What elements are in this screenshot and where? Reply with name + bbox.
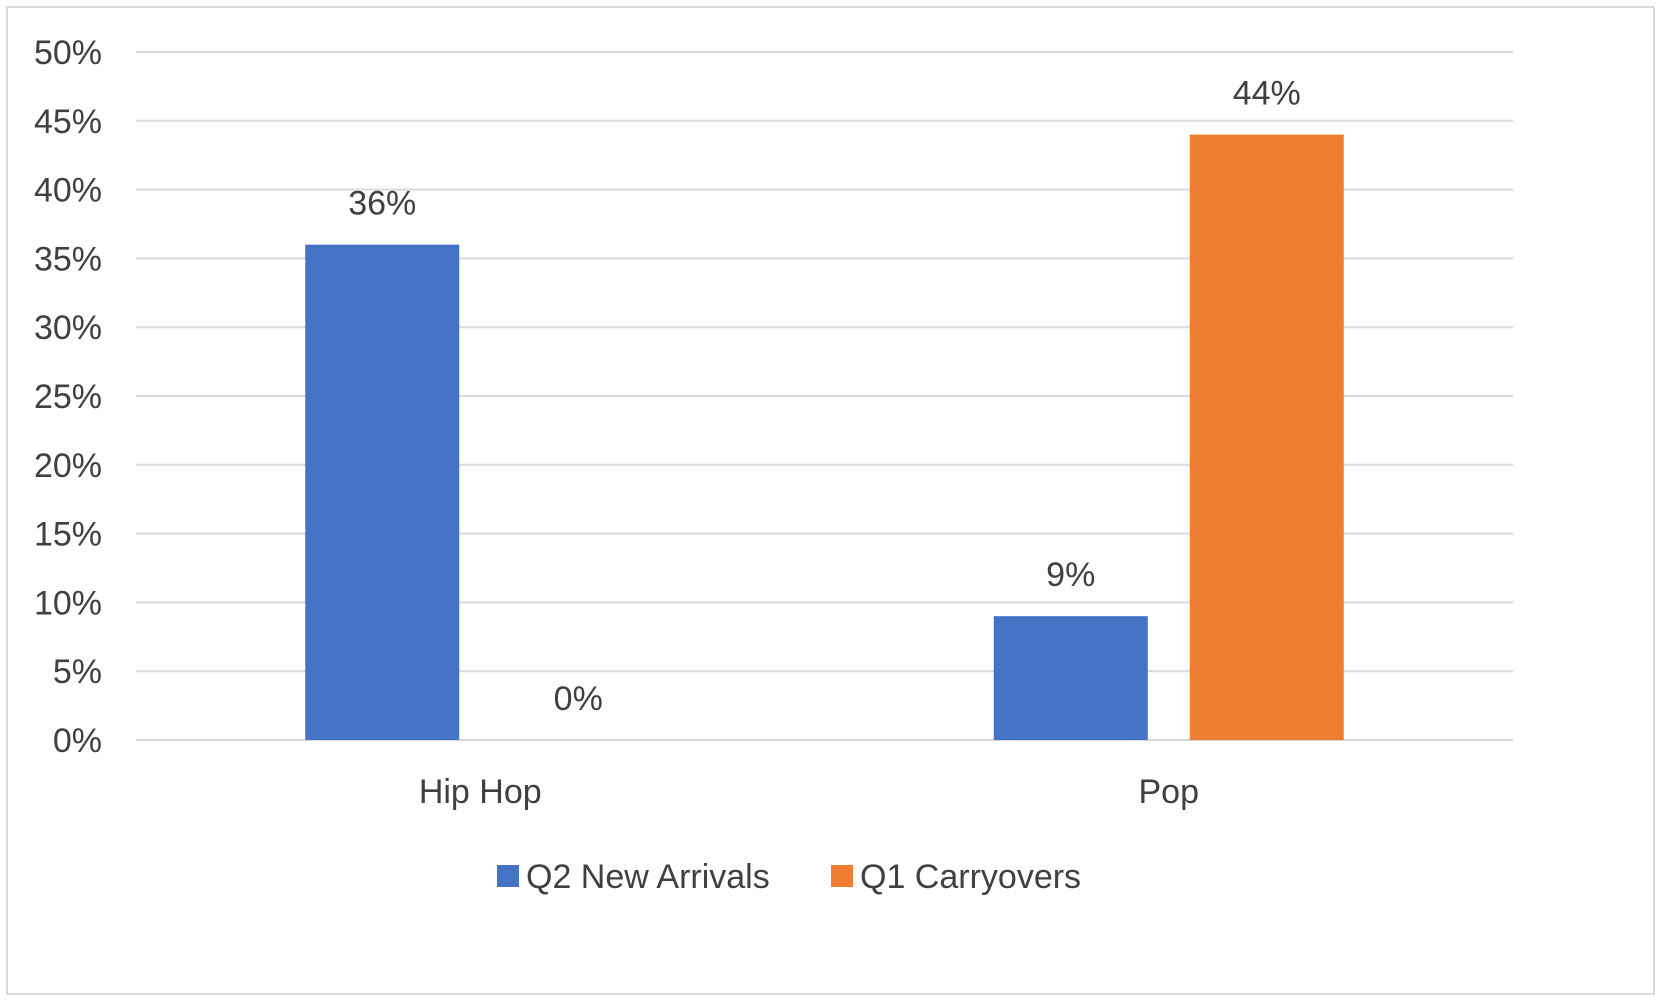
legend-label: Q2 New Arrivals xyxy=(526,858,770,896)
y-tick-label: 25% xyxy=(34,378,102,416)
bars xyxy=(305,134,1344,740)
y-tick-label: 45% xyxy=(34,103,102,141)
legend-swatch xyxy=(497,865,519,887)
y-tick-label: 35% xyxy=(34,240,102,278)
y-axis-tick-labels: 0% 5% 10% 15% 20% 25% 30% 35% 40% 45% 50% xyxy=(34,34,102,760)
data-label: 9% xyxy=(1046,556,1095,594)
bar-q2-new-arrivals-pop xyxy=(993,616,1148,740)
x-tick-label: Hip Hop xyxy=(419,773,542,811)
data-label: 36% xyxy=(348,185,416,223)
y-tick-label: 10% xyxy=(34,584,102,622)
data-labels: 36% 0% 9% 44% xyxy=(348,75,1301,718)
bar-q1-carryovers-pop xyxy=(1189,134,1344,740)
y-tick-label: 15% xyxy=(34,516,102,554)
legend-label: Q1 Carryovers xyxy=(860,858,1081,896)
y-tick-label: 20% xyxy=(34,447,102,485)
y-tick-label: 40% xyxy=(34,172,102,210)
x-axis-tick-labels: Hip Hop Pop xyxy=(419,773,1199,811)
data-label: 44% xyxy=(1233,75,1301,113)
bar-q2-new-arrivals-hip-hop xyxy=(305,244,460,740)
y-tick-label: 50% xyxy=(34,34,102,72)
legend: Q2 New Arrivals Q1 Carryovers xyxy=(497,858,1081,896)
data-label: 0% xyxy=(554,680,603,718)
x-tick-label: Pop xyxy=(1139,773,1200,811)
chart-frame: 0% 5% 10% 15% 20% 25% 30% 35% 40% 45% 50% 36% 0% 9% 4… xyxy=(6,6,1655,995)
legend-swatch xyxy=(831,865,853,887)
y-tick-label: 0% xyxy=(53,722,102,760)
y-tick-label: 30% xyxy=(34,309,102,347)
bar-chart: 0% 5% 10% 15% 20% 25% 30% 35% 40% 45% 50% 36% 0% 9% 4… xyxy=(34,34,1513,896)
y-tick-label: 5% xyxy=(53,653,102,691)
